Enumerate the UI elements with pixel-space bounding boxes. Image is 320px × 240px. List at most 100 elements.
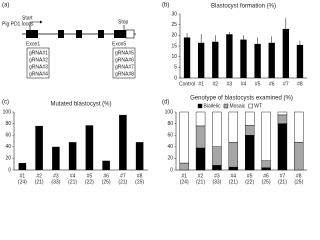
exon [76, 30, 82, 38]
x-tick-label: #2 [36, 173, 42, 179]
chart-title: Blastocyst formation (%) [211, 4, 276, 10]
bar-segment [244, 134, 255, 171]
y-tick-label: 20 [171, 33, 177, 39]
bar [212, 41, 219, 78]
start-arrow [29, 21, 40, 30]
y-tick-label: 5 [174, 65, 177, 71]
bar-segment [277, 114, 288, 124]
bar-segment [195, 125, 206, 149]
bar [119, 114, 127, 170]
x-tick-label: #5 [87, 173, 93, 179]
exon [58, 30, 64, 38]
x-tick-label: #3 [53, 173, 59, 179]
y-tick-label: 20 [167, 156, 173, 162]
x-tick-label: #8 [297, 81, 303, 87]
x-tick-label: #2 [212, 81, 218, 87]
legend-swatch [223, 103, 229, 109]
x-tick-label: #4 [231, 173, 237, 179]
bar [18, 163, 27, 170]
x-tick-label: #1 [181, 173, 187, 179]
y-tick-label: 0 [8, 167, 11, 173]
x-tick-label: #7 [120, 173, 126, 179]
x-tick-note: (33) [51, 179, 60, 185]
y-tick-label: 60 [5, 133, 11, 139]
x-tick-label: #8 [296, 173, 302, 179]
figure: (a) Pig PD1 locus Start Stop Exon1 Exon5… [2, 3, 307, 185]
legend-label: Biallelic [204, 104, 221, 110]
x-tick-note: (25) [294, 179, 303, 185]
bar-segment [212, 111, 222, 147]
gene-diagram: (a) Pig PD1 locus Start Stop Exon1 Exon5… [2, 3, 136, 79]
x-tick-label: #4 [70, 173, 76, 179]
bar-segment [261, 167, 271, 171]
bar [254, 43, 261, 78]
panel-label: (d) [162, 100, 169, 106]
panel-label: (c) [2, 100, 9, 106]
bar-segment [228, 141, 239, 168]
y-tick-label: 60 [167, 133, 173, 139]
exon [26, 30, 38, 38]
locus-label: Pig PD1 locus [2, 21, 34, 27]
y-tick-label: 100 [165, 109, 174, 115]
exon [114, 30, 126, 38]
y-tick-label: 10 [171, 54, 177, 60]
x-tick-note: (21) [229, 179, 238, 185]
y-tick-label: 80 [5, 121, 11, 127]
x-tick-note: (33) [212, 179, 221, 185]
y-tick-label: 20 [5, 156, 11, 162]
bar-segment [212, 165, 222, 171]
grna-label: gRNA#2 [29, 57, 48, 63]
bar-segment [212, 146, 222, 166]
start-arrowhead [40, 20, 43, 24]
grna-label: gRNA#1 [29, 50, 48, 56]
x-tick-label: #7 [280, 173, 286, 179]
y-tick-label: 40 [5, 144, 11, 150]
exon-label: Exon5 [112, 41, 126, 47]
bar [35, 125, 43, 170]
x-tick-label: #1 [20, 173, 26, 179]
bar [68, 142, 77, 170]
x-tick-label: #3 [214, 173, 220, 179]
x-tick-label: #6 [263, 173, 269, 179]
grna-label: gRNA#7 [115, 64, 134, 70]
x-tick-label: #2 [198, 173, 204, 179]
x-tick-label: #3 [227, 81, 233, 87]
legend-label: WT [254, 104, 262, 110]
y-tick-label: 15 [171, 43, 177, 49]
x-tick-label: #8 [137, 173, 143, 179]
grna-label: gRNA#6 [115, 57, 134, 63]
bar-segment [179, 111, 189, 164]
x-tick-note: (24) [18, 179, 27, 185]
bar-segment [261, 160, 271, 168]
legend-label: Mosaic [229, 104, 245, 110]
x-tick-label: #5 [247, 173, 253, 179]
x-tick-note: (25) [262, 179, 271, 185]
grna-label: gRNA#8 [115, 71, 134, 77]
bar [282, 28, 290, 78]
x-tick-note: (25) [102, 179, 111, 185]
bar-segment [228, 111, 239, 143]
y-tick-label: 25 [171, 22, 177, 28]
grna-box [112, 47, 136, 79]
stop-label: Stop [118, 19, 129, 25]
x-tick-note: (21) [68, 179, 77, 185]
bar-segment [294, 111, 304, 143]
y-tick-label: 80 [167, 121, 173, 127]
bar-segment [294, 141, 304, 171]
panel-label: (a) [2, 3, 9, 9]
grna-box [26, 47, 50, 79]
y-tick-label: 0 [174, 75, 177, 81]
x-tick-note: (21) [196, 179, 205, 185]
grna-label: gRNA#5 [115, 50, 134, 56]
x-tick-note: (21) [35, 179, 44, 185]
bar [183, 37, 191, 78]
bar [296, 44, 304, 78]
bar [52, 146, 60, 170]
bar-segment [228, 166, 239, 171]
y-tick-label: 40 [167, 144, 173, 150]
panel-label: (b) [162, 3, 169, 9]
bar-segment [277, 111, 288, 116]
x-tick-label: #6 [269, 81, 275, 87]
x-tick-note: (21) [278, 179, 287, 185]
x-tick-note: (22) [245, 179, 254, 185]
